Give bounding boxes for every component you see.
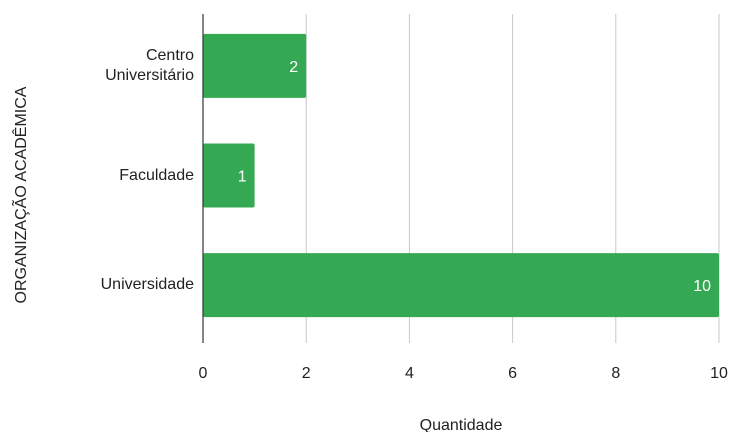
x-tick-label: 10 [710,365,728,382]
x-tick-label: 6 [508,365,517,382]
x-tick-label: 8 [611,365,620,382]
bar [203,253,719,318]
y-tick-label: Faculdade [119,166,194,184]
x-tick-label: 2 [302,365,311,382]
x-tick-label: 4 [405,365,414,382]
y-tick-label: Universidade [100,276,194,294]
data-label: 2 [289,59,298,76]
bar [203,33,307,98]
y-axis-label: ORGANIZAÇÃO ACADÊMICA [10,86,30,303]
bar [203,143,255,208]
y-tick-label: Centro Universitário [105,46,194,84]
category-labels: Centro Universitário Faculdade Universidad… [0,0,194,432]
data-label: 10 [693,278,711,295]
data-label: 1 [238,169,247,186]
x-axis-label: Quantidade [420,417,503,432]
bars: 2 1 10 [203,33,719,318]
x-tick-label: 0 [199,365,208,382]
